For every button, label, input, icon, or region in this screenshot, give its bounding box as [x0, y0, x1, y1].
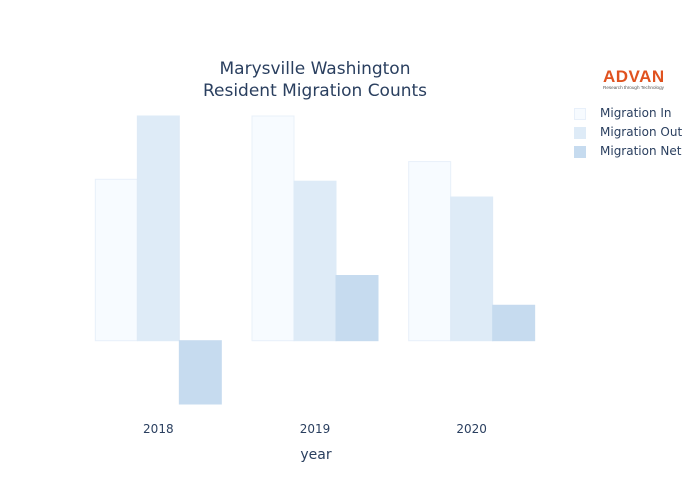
logo-tagline: Research through Technology	[603, 85, 664, 90]
legend-swatch-migration-in	[574, 108, 586, 120]
bar-migration-in-2020[interactable]	[408, 161, 452, 342]
bar-migration-in-2019[interactable]	[251, 115, 295, 342]
x-tick-label-2020: 2020	[456, 422, 487, 436]
advan-logo: ADVAN Research through Technology	[603, 68, 673, 91]
bar-migration-net-2020[interactable]	[492, 304, 536, 342]
x-tick-label-2018: 2018	[143, 422, 174, 436]
legend-swatch-migration-net	[574, 146, 586, 158]
x-axis-title: year	[300, 447, 332, 463]
x-tick-labels: 2018 2019 2020	[143, 422, 487, 436]
bar-migration-net-2018[interactable]	[178, 340, 222, 405]
legend-swatch-migration-out	[574, 127, 586, 139]
legend-label-migration-out: Migration Out	[600, 125, 683, 139]
legend-label-migration-net: Migration Net	[600, 144, 682, 158]
bar-migration-out-2018[interactable]	[136, 115, 180, 342]
bar-migration-out-2019[interactable]	[293, 180, 337, 342]
bars-layer	[94, 115, 536, 405]
bar-migration-in-2018[interactable]	[94, 178, 138, 342]
x-tick-label-2019: 2019	[300, 422, 331, 436]
chart-title-line-1: Marysville Washington	[219, 59, 411, 79]
bar-migration-net-2019[interactable]	[335, 275, 379, 342]
bar-migration-out-2020[interactable]	[450, 196, 494, 342]
chart-title-line-2: Resident Migration Counts	[202, 81, 428, 101]
legend-label-migration-in: Migration In	[600, 106, 672, 120]
logo-wordmark: ADVAN	[603, 67, 665, 86]
